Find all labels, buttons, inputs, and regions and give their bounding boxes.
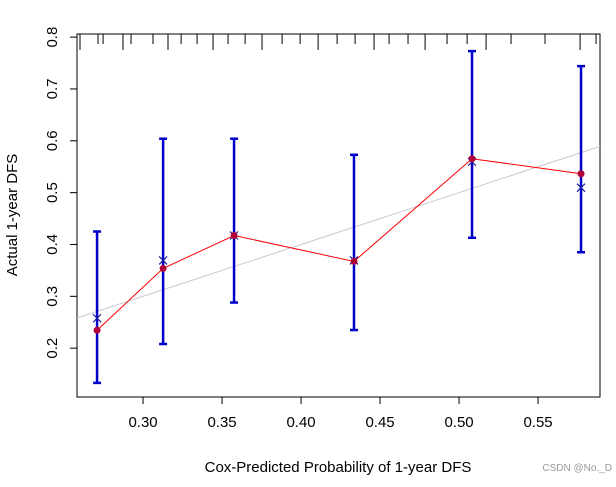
observed-point	[468, 155, 476, 163]
observed-point	[93, 326, 101, 334]
y-tick-label: 0.7	[44, 79, 61, 100]
observed-line	[96, 158, 582, 331]
x-axis-title: Cox-Predicted Probability of 1-year DFS	[205, 459, 472, 476]
y-tick-label: 0.3	[44, 286, 61, 307]
y-tick-label: 0.6	[44, 130, 61, 151]
y-axis-title: Actual 1-year DFS	[4, 154, 21, 277]
ideal-line	[76, 145, 601, 319]
y-tick-label: 0.4	[44, 234, 61, 255]
x-tick-label: 0.55	[523, 414, 552, 431]
y-tick-label: 0.2	[44, 338, 61, 359]
watermark: CSDN @No._D	[542, 463, 612, 474]
observed-point	[230, 232, 238, 240]
observed-point	[350, 257, 358, 265]
corrected-point	[158, 256, 168, 265]
corrected-point	[92, 313, 102, 323]
y-tick-label: 0.8	[44, 27, 61, 48]
observed-point	[577, 170, 585, 178]
x-tick-label: 0.35	[207, 414, 236, 431]
x-tick-label: 0.45	[365, 414, 394, 431]
y-tick-label: 0.5	[44, 182, 61, 203]
x-tick-label: 0.40	[286, 414, 315, 431]
corrected-point	[576, 183, 586, 193]
x-tick-label: 0.50	[444, 414, 473, 431]
observed-point	[159, 264, 167, 272]
x-tick-label: 0.30	[128, 414, 157, 431]
plot-frame	[76, 33, 601, 398]
